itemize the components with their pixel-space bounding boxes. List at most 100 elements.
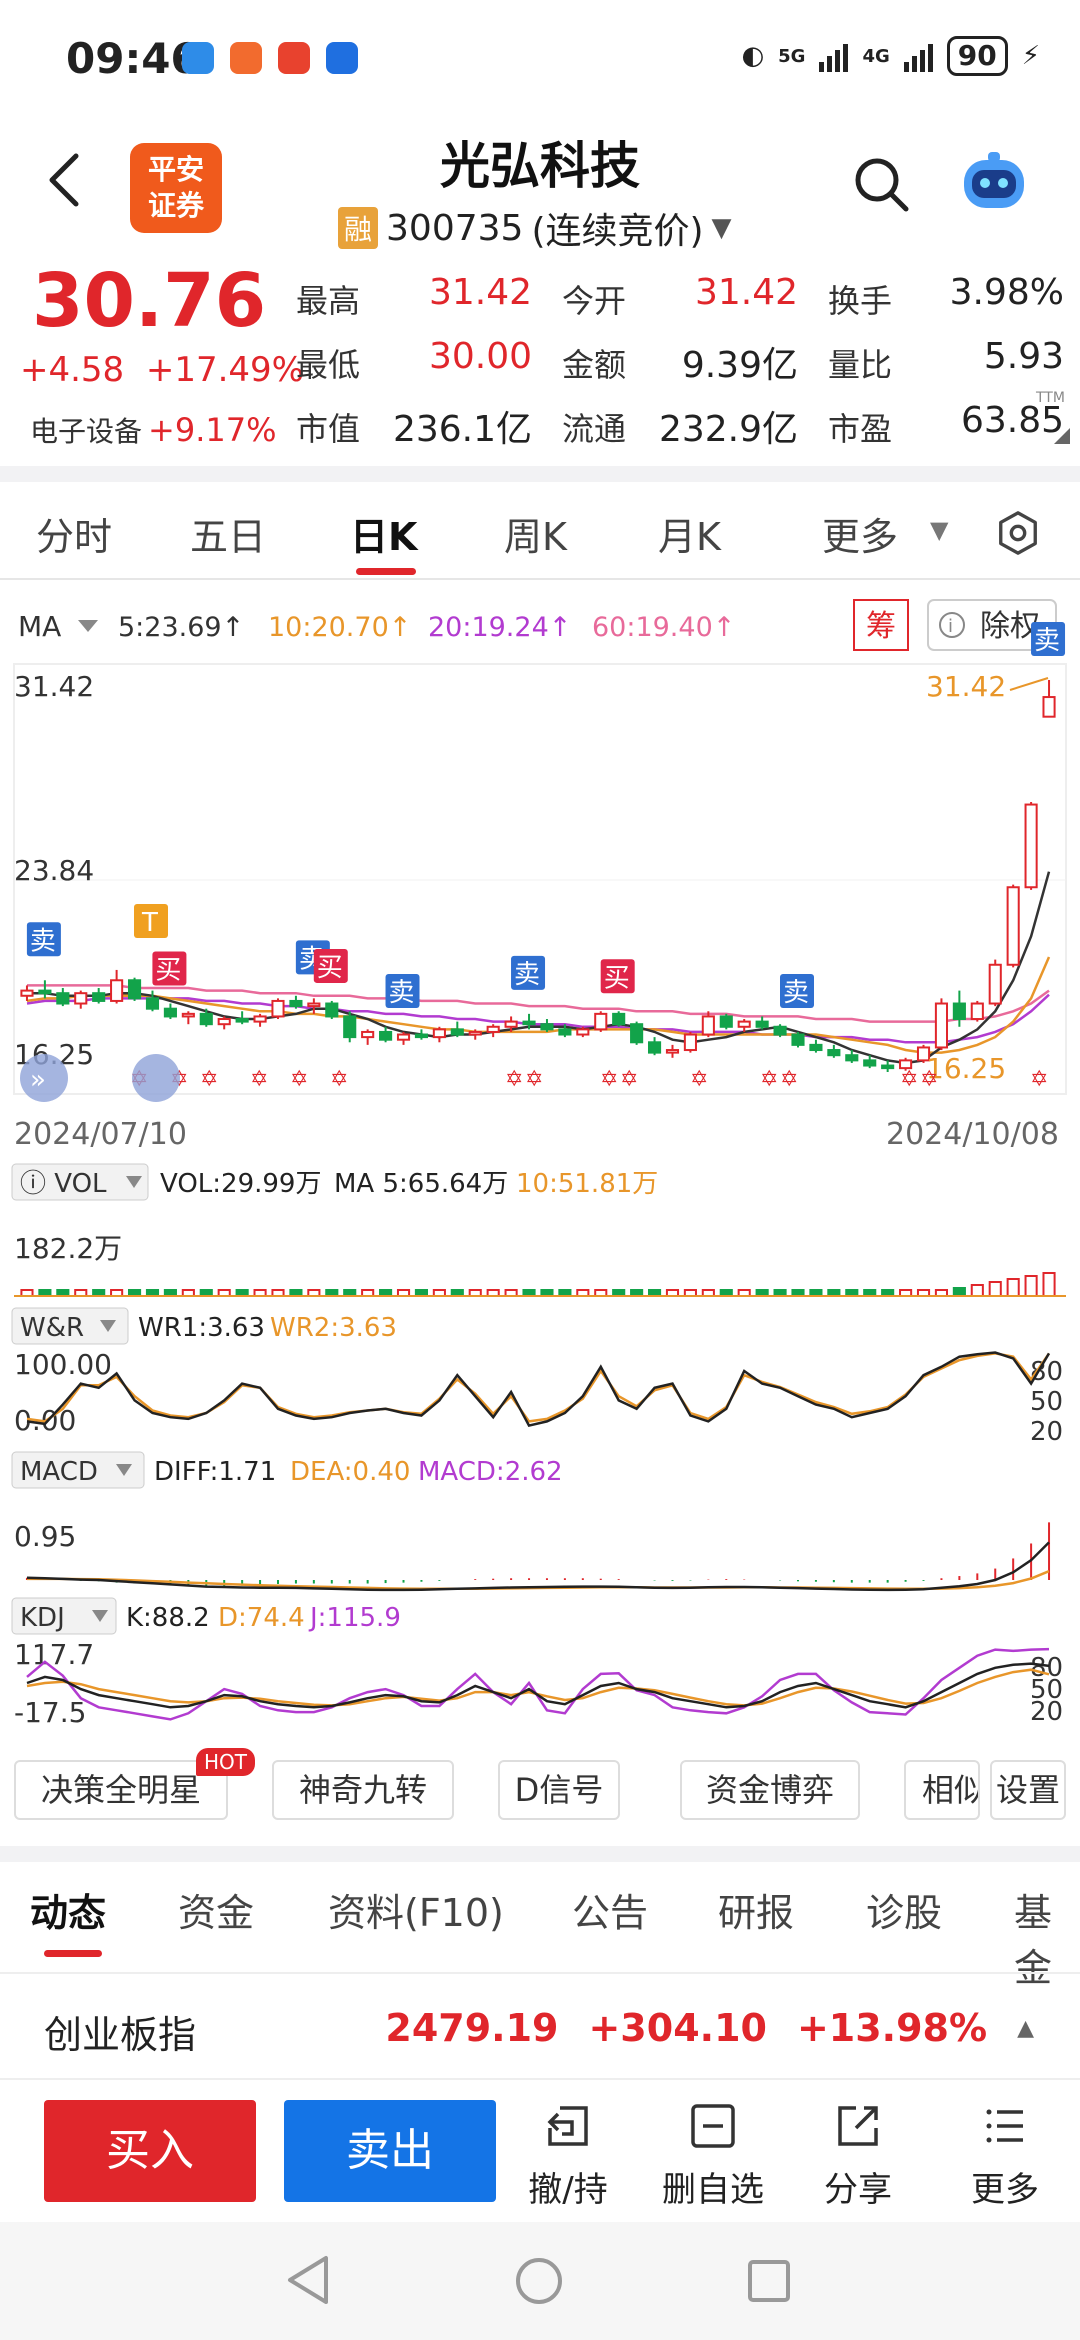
star-marker: ✡: [620, 1067, 638, 1092]
candle-body: [665, 1049, 680, 1054]
quote-value: 31.42: [694, 272, 798, 313]
y-max-label: 31.42: [14, 670, 94, 703]
wr-top-label: 100.00: [14, 1348, 112, 1381]
adjust-button-label: 除权: [980, 609, 1040, 644]
vol-legend-ma10: 10:51.81万: [516, 1169, 658, 1199]
signal-badge-buy: [152, 951, 187, 986]
stock-code-selector[interactable]: 融 300735 (连续竞价) ▼: [338, 202, 732, 254]
kdj-right-label: 80: [1030, 1653, 1063, 1683]
kdj-legend-j: J:115.9: [308, 1603, 401, 1633]
info-tab-3[interactable]: 公告: [572, 1891, 649, 1935]
candle-body: [522, 1020, 536, 1026]
candle-body: [20, 989, 34, 997]
tab-5[interactable]: 更多: [822, 515, 899, 559]
withdraw-hold-button[interactable]: 撤/持: [508, 2100, 628, 2211]
tab-1[interactable]: 五日: [190, 515, 267, 559]
charging-icon: ⚡: [1021, 41, 1040, 71]
indicator-button-5[interactable]: 设置: [990, 1760, 1066, 1820]
info-tab-0[interactable]: 动态: [30, 1891, 107, 1935]
index-name: 创业板指: [44, 2013, 197, 2057]
candle-body: [683, 1033, 697, 1052]
macd-toggle-label: MACD: [20, 1457, 98, 1487]
candle-body: [92, 992, 106, 1002]
kdj-toggle: [11, 1597, 117, 1635]
buy-button[interactable]: 买入: [44, 2100, 256, 2202]
quote-label: 量比: [828, 346, 893, 384]
candle-body: [307, 1002, 321, 1008]
signal-badge-text: 卖: [1034, 626, 1060, 656]
sector-change[interactable]: 电子设备 +9.17%: [30, 411, 277, 449]
tab-4[interactable]: 月K: [658, 515, 721, 559]
signal-badge-text: 卖: [783, 978, 809, 1008]
y-mid-label: 23.84: [14, 854, 94, 887]
volume-bar: [988, 1281, 1002, 1297]
t-marker: [134, 904, 168, 938]
star-marker: ✡: [330, 1067, 348, 1092]
expand-corner-icon[interactable]: [1054, 428, 1070, 444]
quote-value: 236.1亿: [392, 409, 532, 450]
settings-gear-icon[interactable]: [995, 510, 1041, 556]
macd-legend-dea: DEA:0.40: [290, 1457, 410, 1487]
vol-toggle: [11, 1163, 149, 1201]
star-marker: ✡: [200, 1067, 218, 1092]
candle-body: [791, 1033, 805, 1046]
candle-body: [755, 1020, 769, 1028]
more-dropdown-icon[interactable]: ▼: [930, 516, 949, 544]
sell-button[interactable]: 卖出: [284, 2100, 496, 2202]
signal-badge-text: 卖: [514, 960, 540, 990]
back-arrow-icon[interactable]: [44, 150, 84, 210]
tab-2[interactable]: 日K: [350, 515, 418, 559]
chevron-up-icon[interactable]: ▲: [1017, 2015, 1034, 2041]
info-tab-6[interactable]: 基金: [1014, 1891, 1053, 1990]
kdj-legend-d: D:74.4: [218, 1603, 305, 1633]
info-tab-5[interactable]: 诊股: [866, 1891, 943, 1935]
kline-chart[interactable]: MA 5:23.69↑ 10:20.70↑ 20:19.24↑ 60:19.40↑ 筹 i 除…: [0, 580, 1080, 1740]
macd-legend-macd: MACD:2.62: [418, 1457, 563, 1487]
share-button[interactable]: 分享: [798, 2100, 918, 2211]
section-divider: [0, 1846, 1080, 1862]
nav-home-icon[interactable]: [514, 2256, 564, 2306]
candle-body: [988, 963, 1002, 1005]
tab-0[interactable]: 分时: [36, 515, 113, 559]
star-marker: ✡: [600, 1067, 618, 1092]
info-tab-1[interactable]: 资金: [178, 1891, 255, 1935]
info-tabs-divider: [0, 1972, 1080, 1974]
quote-label: 换手: [828, 282, 893, 320]
candle-body: [719, 1015, 733, 1028]
hot-badge: HOT: [196, 1748, 255, 1776]
withdraw-icon: [547, 2106, 588, 2146]
signal-badge-buy: [600, 959, 635, 994]
broker-logo: 平安 证券: [130, 143, 222, 233]
chip-button-label: 筹: [866, 609, 896, 644]
info-icon-glyph: i: [948, 616, 953, 637]
x-end-label: 2024/10/08: [886, 1117, 1059, 1152]
info-tab-4[interactable]: 研报: [718, 1891, 795, 1935]
remove-watchlist-button[interactable]: 删自选: [653, 2100, 773, 2211]
high-marker-line: [1009, 677, 1049, 691]
indicator-button-0[interactable]: 决策全明星: [14, 1760, 228, 1820]
indicator-button-2[interactable]: D信号: [498, 1760, 620, 1820]
info-tab-2[interactable]: 资料(F10): [328, 1891, 504, 1935]
indicator-button-1[interactable]: 神奇九转: [272, 1760, 454, 1820]
candle-body: [916, 1046, 931, 1062]
wr-dropdown-icon: [100, 1320, 116, 1332]
tab-3[interactable]: 周K: [504, 515, 567, 559]
candle-body: [934, 1002, 949, 1049]
more-button[interactable]: 更多: [945, 2100, 1065, 2211]
candle-body: [163, 1007, 177, 1018]
signal-badge-sell: [26, 922, 61, 957]
indicator-button-3[interactable]: 资金博弈: [680, 1760, 860, 1820]
search-icon[interactable]: [852, 155, 910, 213]
x-start-label: 2024/07/10: [14, 1117, 187, 1152]
vol-dropdown-icon: [126, 1176, 142, 1188]
signal-5g-icon: [819, 40, 849, 72]
signal-badge-sell: [1031, 622, 1066, 656]
candle-body: [540, 1023, 554, 1031]
ai-assistant-icon[interactable]: [958, 150, 1030, 216]
nav-back-icon[interactable]: [286, 2254, 332, 2306]
indicator-button-4[interactable]: 相似K线: [904, 1760, 980, 1820]
quote-value: 3.98%: [949, 272, 1064, 313]
ma-legend-3: 60:19.40↑: [592, 612, 735, 643]
j-line: [26, 1647, 1050, 1721]
nav-recents-icon[interactable]: [746, 2258, 792, 2304]
